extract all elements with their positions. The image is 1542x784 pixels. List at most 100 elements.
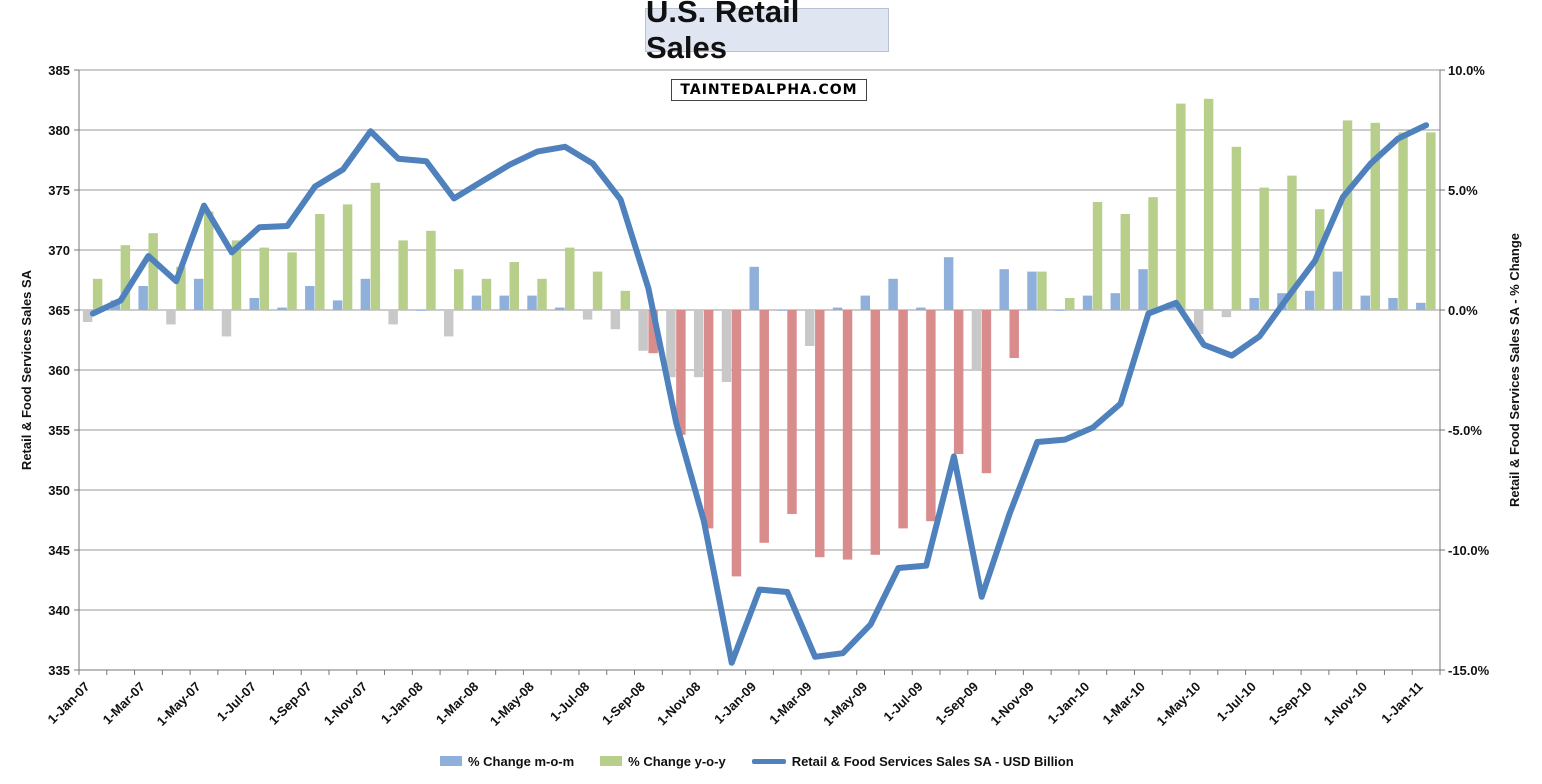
- y-left-tick-label: 370: [48, 243, 70, 258]
- mom-bar: [193, 278, 204, 310]
- x-tick-label: 1-May-09: [820, 679, 870, 729]
- x-tick-label: 1-Nov-10: [1321, 679, 1370, 728]
- yoy-bar: [176, 266, 186, 310]
- yoy-bar: [370, 182, 381, 310]
- x-tick-label: 1-Sep-10: [1266, 679, 1315, 728]
- x-tick-label: 1-Nov-08: [654, 679, 703, 728]
- yoy-bar: [1398, 132, 1408, 310]
- y-left-tick-label: 365: [48, 303, 70, 318]
- mom-bar: [416, 310, 426, 311]
- x-tick-label: 1-Jan-08: [378, 679, 426, 727]
- x-tick-label: 1-Sep-09: [932, 679, 981, 728]
- legend-item-yoy: % Change y-o-y: [600, 754, 726, 769]
- yoy-bar: [842, 310, 853, 560]
- y-left-tick-label: 355: [48, 423, 70, 438]
- yoy-bar: [1342, 120, 1353, 311]
- yoy-bar: [1231, 146, 1242, 310]
- yoy-bar: [953, 310, 964, 454]
- y-right-tick-label: -5.0%: [1448, 423, 1482, 438]
- mom-bar: [1138, 269, 1148, 310]
- mom-bar: [860, 295, 871, 310]
- mom-bar: [471, 295, 482, 310]
- mom-bar: [332, 300, 343, 310]
- mom-bar: [916, 307, 926, 310]
- yoy-bar: [148, 233, 158, 310]
- mom-bar: [888, 278, 898, 310]
- legend-label-mom: % Change m-o-m: [468, 753, 575, 769]
- yoy-bar: [565, 247, 575, 310]
- y-left-tick-label: 335: [48, 663, 70, 678]
- yoy-bar: [1092, 202, 1103, 310]
- x-tick-label: 1-Mar-09: [766, 679, 814, 727]
- mom-bar: [1055, 310, 1065, 311]
- legend-swatch-mom: [440, 756, 462, 766]
- mom-bar: [1305, 290, 1315, 310]
- mom-bar: [777, 310, 787, 311]
- mom-bar: [443, 310, 454, 337]
- y-left-tick-label: 360: [48, 363, 70, 378]
- yoy-bar: [787, 310, 797, 514]
- mom-bar: [1388, 298, 1398, 310]
- yoy-bar: [1370, 122, 1381, 310]
- yoy-bar: [315, 214, 325, 310]
- mom-bar: [943, 257, 954, 310]
- legend-label-sales: Retail & Food Services Sales SA - USD Bi…: [791, 753, 1074, 769]
- yoy-bar: [259, 247, 269, 310]
- mom-bar: [999, 269, 1009, 310]
- y-left-tick-label: 340: [48, 603, 70, 618]
- y-right-tick-label: 10.0%: [1448, 63, 1485, 78]
- y-left-tick-label: 375: [48, 183, 70, 198]
- yoy-bar: [481, 278, 492, 310]
- x-tick-label: 1-Sep-07: [266, 679, 315, 728]
- x-tick-label: 1-Mar-08: [433, 679, 481, 727]
- yoy-bar: [1287, 175, 1297, 310]
- mom-bar: [666, 310, 676, 378]
- mom-bar: [360, 278, 371, 310]
- watermark-logo: TaintedAlpha.com: [671, 79, 867, 101]
- yoy-bar: [1203, 98, 1214, 310]
- mom-bar: [805, 310, 815, 346]
- y-left-tick-label: 345: [48, 543, 70, 558]
- yoy-bar: [1065, 298, 1075, 310]
- mom-bar: [527, 295, 537, 310]
- chart-title: U.S. Retail Sales: [645, 0, 889, 65]
- mom-bar: [721, 310, 732, 382]
- legend: % Change m-o-m % Change y-o-y Retail & F…: [440, 750, 1074, 772]
- y-left-tick-label: 385: [48, 63, 70, 78]
- yoy-bar: [1315, 209, 1325, 310]
- x-tick-label: 1-Mar-10: [1100, 679, 1148, 727]
- yoy-bar: [815, 310, 825, 558]
- mom-bar: [305, 286, 315, 310]
- mom-bar: [582, 310, 593, 320]
- mom-bar: [1082, 295, 1093, 310]
- x-tick-label: 1-May-10: [1154, 679, 1204, 729]
- x-tick-label: 1-Jan-10: [1044, 679, 1092, 727]
- yoy-bar: [1120, 214, 1131, 310]
- x-tick-label: 1-Mar-07: [100, 679, 148, 727]
- yoy-bar: [648, 310, 658, 354]
- mom-bar: [1416, 302, 1426, 310]
- mom-bar: [1249, 298, 1259, 310]
- yoy-bar: [1259, 187, 1269, 310]
- mom-bar: [388, 310, 398, 325]
- mom-bar: [1027, 271, 1037, 310]
- yoy-bar: [509, 262, 519, 310]
- x-tick-label: 1-Nov-09: [987, 679, 1036, 728]
- mom-bar: [971, 310, 982, 370]
- mom-bar: [277, 307, 287, 310]
- x-tick-label: 1-Jul-09: [880, 679, 925, 724]
- y-right-tick-label: -10.0%: [1448, 543, 1490, 558]
- yoy-bar: [1037, 271, 1047, 310]
- mom-bar: [693, 310, 704, 378]
- y-right-tick-label: 0.0%: [1448, 303, 1478, 318]
- mom-bar: [1221, 310, 1232, 318]
- legend-item-mom: % Change m-o-m: [440, 754, 574, 769]
- mom-bar: [166, 310, 176, 325]
- yoy-bar: [231, 240, 242, 310]
- yoy-bar: [676, 310, 686, 435]
- yoy-bar: [703, 310, 714, 529]
- legend-swatch-yoy: [600, 756, 623, 766]
- x-tick-label: 1-Jan-07: [45, 679, 93, 727]
- x-tick-label: 1-Jan-09: [711, 679, 759, 727]
